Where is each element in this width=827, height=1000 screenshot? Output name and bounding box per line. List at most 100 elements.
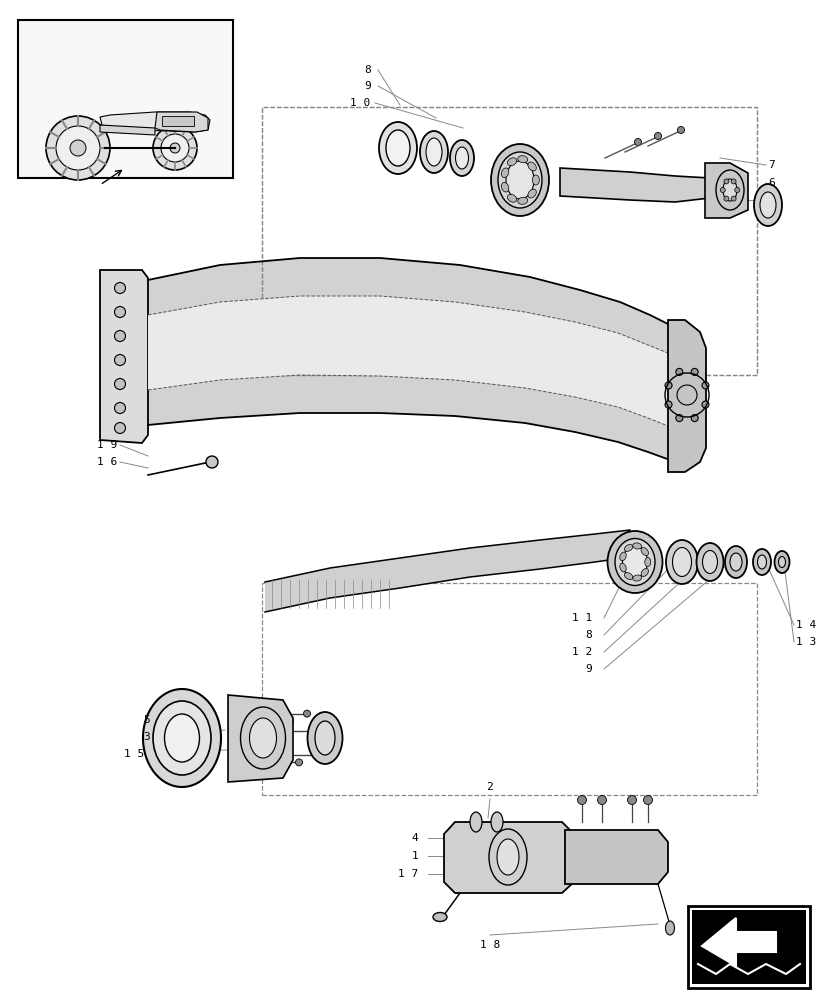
- Text: 1 3: 1 3: [795, 637, 815, 647]
- Circle shape: [719, 188, 724, 193]
- Text: 1: 1: [411, 851, 418, 861]
- Circle shape: [701, 382, 708, 389]
- Ellipse shape: [752, 549, 770, 575]
- Ellipse shape: [507, 194, 516, 202]
- Bar: [691, 910, 805, 984]
- Text: 8: 8: [585, 630, 591, 640]
- Circle shape: [295, 759, 302, 766]
- Circle shape: [114, 402, 126, 414]
- Ellipse shape: [385, 130, 409, 166]
- Circle shape: [691, 415, 697, 422]
- Polygon shape: [704, 163, 747, 218]
- Ellipse shape: [497, 152, 542, 208]
- Text: 1 9: 1 9: [97, 440, 117, 450]
- Circle shape: [653, 133, 661, 140]
- Ellipse shape: [640, 569, 648, 576]
- Ellipse shape: [314, 721, 335, 755]
- Ellipse shape: [496, 839, 519, 875]
- Text: 6: 6: [767, 178, 774, 188]
- Ellipse shape: [777, 556, 785, 568]
- Ellipse shape: [165, 714, 199, 762]
- Ellipse shape: [644, 558, 650, 566]
- Ellipse shape: [249, 718, 276, 758]
- Circle shape: [304, 710, 310, 717]
- Bar: [261, 583, 756, 795]
- Circle shape: [691, 368, 697, 375]
- Polygon shape: [100, 125, 155, 135]
- Circle shape: [637, 836, 650, 849]
- Circle shape: [114, 355, 126, 365]
- Circle shape: [286, 718, 293, 725]
- Circle shape: [206, 456, 218, 468]
- Ellipse shape: [665, 540, 697, 584]
- Polygon shape: [559, 168, 709, 202]
- Circle shape: [46, 116, 110, 180]
- Ellipse shape: [379, 122, 417, 174]
- Ellipse shape: [505, 161, 533, 199]
- Text: 9: 9: [585, 664, 591, 674]
- Circle shape: [316, 727, 323, 734]
- Circle shape: [56, 126, 100, 170]
- Circle shape: [160, 134, 189, 162]
- Circle shape: [643, 795, 652, 804]
- Circle shape: [637, 864, 650, 878]
- Ellipse shape: [757, 555, 766, 569]
- Circle shape: [170, 143, 179, 153]
- Bar: [687, 906, 809, 988]
- Ellipse shape: [729, 553, 741, 571]
- Circle shape: [676, 127, 684, 134]
- Ellipse shape: [507, 158, 516, 166]
- Polygon shape: [148, 296, 667, 426]
- Ellipse shape: [425, 138, 442, 166]
- Circle shape: [576, 795, 586, 804]
- Ellipse shape: [433, 912, 447, 921]
- Ellipse shape: [696, 543, 723, 581]
- Ellipse shape: [490, 144, 548, 216]
- Ellipse shape: [449, 140, 473, 176]
- Ellipse shape: [528, 162, 536, 171]
- Ellipse shape: [632, 575, 641, 581]
- Text: 1 2: 1 2: [571, 647, 591, 657]
- Ellipse shape: [153, 701, 211, 775]
- Circle shape: [597, 795, 605, 804]
- Circle shape: [675, 368, 682, 375]
- Text: 9: 9: [364, 81, 371, 91]
- Circle shape: [282, 742, 289, 749]
- Circle shape: [313, 751, 319, 758]
- Circle shape: [114, 282, 126, 294]
- Ellipse shape: [490, 812, 502, 832]
- Ellipse shape: [501, 168, 509, 178]
- Ellipse shape: [624, 573, 632, 580]
- Text: 1 6: 1 6: [97, 457, 117, 467]
- Ellipse shape: [517, 156, 527, 163]
- Circle shape: [114, 306, 126, 318]
- Ellipse shape: [665, 921, 674, 935]
- Text: 3: 3: [143, 732, 150, 742]
- Ellipse shape: [622, 546, 647, 578]
- Ellipse shape: [517, 197, 527, 204]
- Ellipse shape: [753, 184, 781, 226]
- Text: 2: 2: [486, 782, 493, 792]
- Ellipse shape: [607, 531, 662, 593]
- Bar: [261, 107, 756, 375]
- Ellipse shape: [773, 551, 789, 573]
- Ellipse shape: [759, 192, 775, 218]
- Text: 4: 4: [411, 833, 418, 843]
- Ellipse shape: [532, 175, 538, 185]
- Ellipse shape: [143, 689, 221, 787]
- Circle shape: [627, 795, 636, 804]
- Circle shape: [730, 196, 735, 201]
- Polygon shape: [667, 320, 705, 472]
- Ellipse shape: [722, 179, 736, 201]
- Ellipse shape: [724, 546, 746, 578]
- Text: 1 4: 1 4: [795, 620, 815, 630]
- Circle shape: [114, 422, 126, 434]
- Polygon shape: [100, 112, 210, 132]
- Ellipse shape: [528, 189, 536, 198]
- Circle shape: [114, 330, 126, 342]
- Text: 7: 7: [767, 160, 774, 170]
- Polygon shape: [443, 822, 573, 893]
- Ellipse shape: [455, 147, 468, 169]
- Circle shape: [664, 401, 672, 408]
- Circle shape: [701, 401, 708, 408]
